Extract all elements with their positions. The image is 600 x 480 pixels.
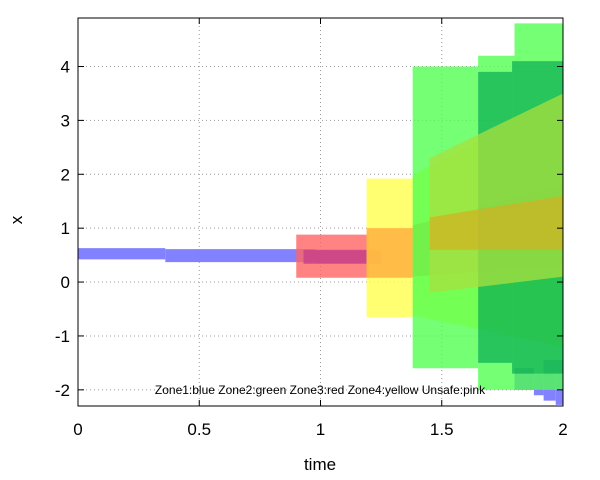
- region-blue: [78, 248, 166, 260]
- y-axis-label: x: [7, 215, 26, 224]
- y-tick-label: 2: [61, 165, 70, 184]
- x-axis-label: time: [304, 455, 336, 474]
- x-tick-label: 2: [558, 420, 567, 439]
- y-tick-label: 4: [61, 58, 70, 77]
- x-tick-label: 0: [73, 420, 82, 439]
- annotation: Zone1:blue Zone2:green Zone3:red Zone4:y…: [155, 383, 486, 397]
- x-tick-label: 1: [316, 420, 325, 439]
- y-tick-label: 0: [61, 273, 70, 292]
- region-magenta: [303, 249, 382, 264]
- x-tick-label: 0.5: [187, 420, 211, 439]
- y-tick-label: 3: [61, 111, 70, 130]
- region-gold: [429, 195, 563, 250]
- region-orange: [366, 228, 413, 278]
- y-tick-label: 1: [61, 219, 70, 238]
- regions: [78, 23, 563, 405]
- region-blue: [165, 249, 316, 263]
- y-tick-label: -2: [55, 381, 70, 400]
- y-tick-label: -1: [55, 327, 70, 346]
- ticks: 0 0.5 1 1.5 2 -2 -1 0 1 2 3 4: [55, 18, 568, 439]
- x-tick-label: 1.5: [430, 420, 454, 439]
